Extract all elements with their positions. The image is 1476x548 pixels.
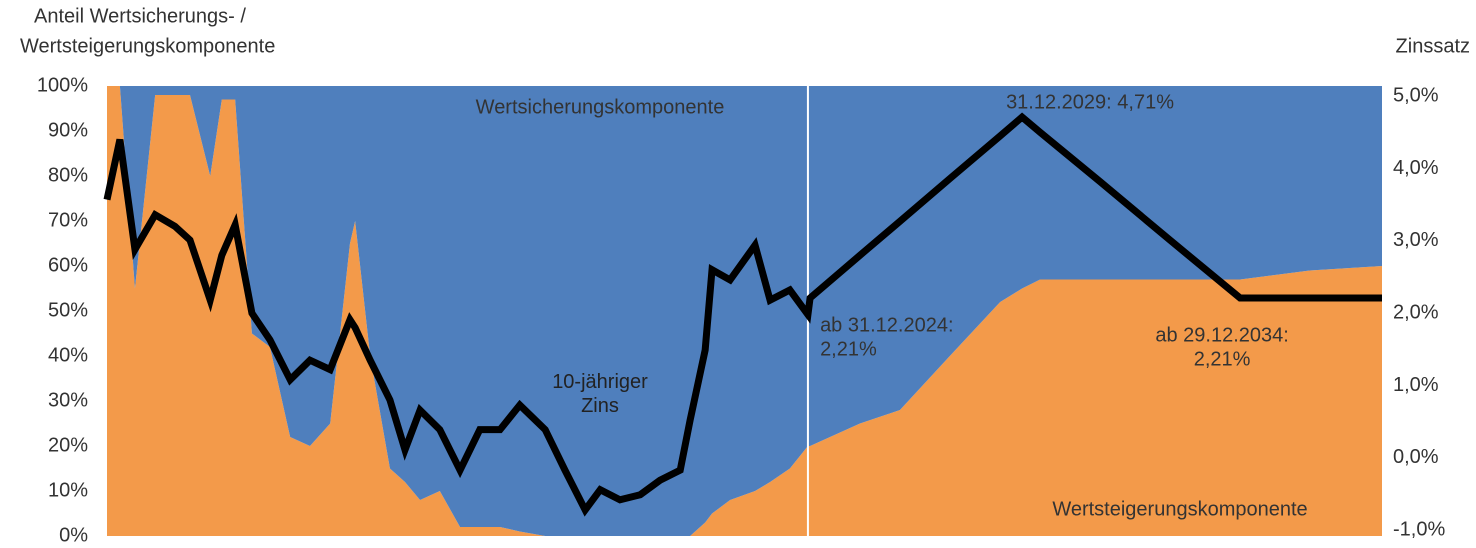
y-tick-label: 20% — [48, 434, 88, 456]
annotation: 31.12.2029: 4,71% — [1006, 91, 1174, 113]
annotation: ab 31.12.2024: — [820, 314, 953, 336]
y2-tick-label: 1,0% — [1393, 374, 1439, 396]
y2-axis-title: Zinssatz — [1396, 35, 1470, 57]
area — [107, 86, 1382, 536]
series-label: 10-jähriger Zins — [552, 371, 648, 417]
y-tick-label: 30% — [48, 389, 88, 411]
y-tick-label: 0% — [59, 524, 88, 546]
line — [103, 112, 1382, 517]
series-label: Wertsicherungskomponente — [476, 96, 725, 118]
series-label: Wertsteigerungskomponente — [1052, 498, 1307, 520]
y-tick-label: 50% — [48, 299, 88, 321]
y2-tick-label: 2,0% — [1393, 301, 1439, 323]
y2-tick-label: -1,0% — [1393, 518, 1445, 540]
y-tick-label: 70% — [48, 209, 88, 231]
annotation: 2,21% — [820, 338, 877, 360]
y2-tick-label: 3,0% — [1393, 229, 1439, 251]
y-axis-title: Wertsteigerungskomponente — [20, 35, 275, 57]
y-tick-label: 100% — [37, 74, 88, 96]
y-tick-label: 10% — [48, 479, 88, 501]
area — [107, 86, 1382, 536]
y2-tick-label: 5,0% — [1393, 84, 1439, 106]
y2-tick-label: 4,0% — [1393, 157, 1439, 179]
annotation: 2,21% — [1194, 348, 1251, 370]
y-tick-label: 40% — [48, 344, 88, 366]
annotation: ab 29.12.2034: — [1155, 324, 1288, 346]
y-tick-label: 90% — [48, 119, 88, 141]
y-axis-title: Anteil Wertsicherungs- / — [34, 5, 246, 27]
y-tick-label: 80% — [48, 164, 88, 186]
y-tick-label: 60% — [48, 254, 88, 276]
y2-tick-label: 0,0% — [1393, 446, 1439, 468]
